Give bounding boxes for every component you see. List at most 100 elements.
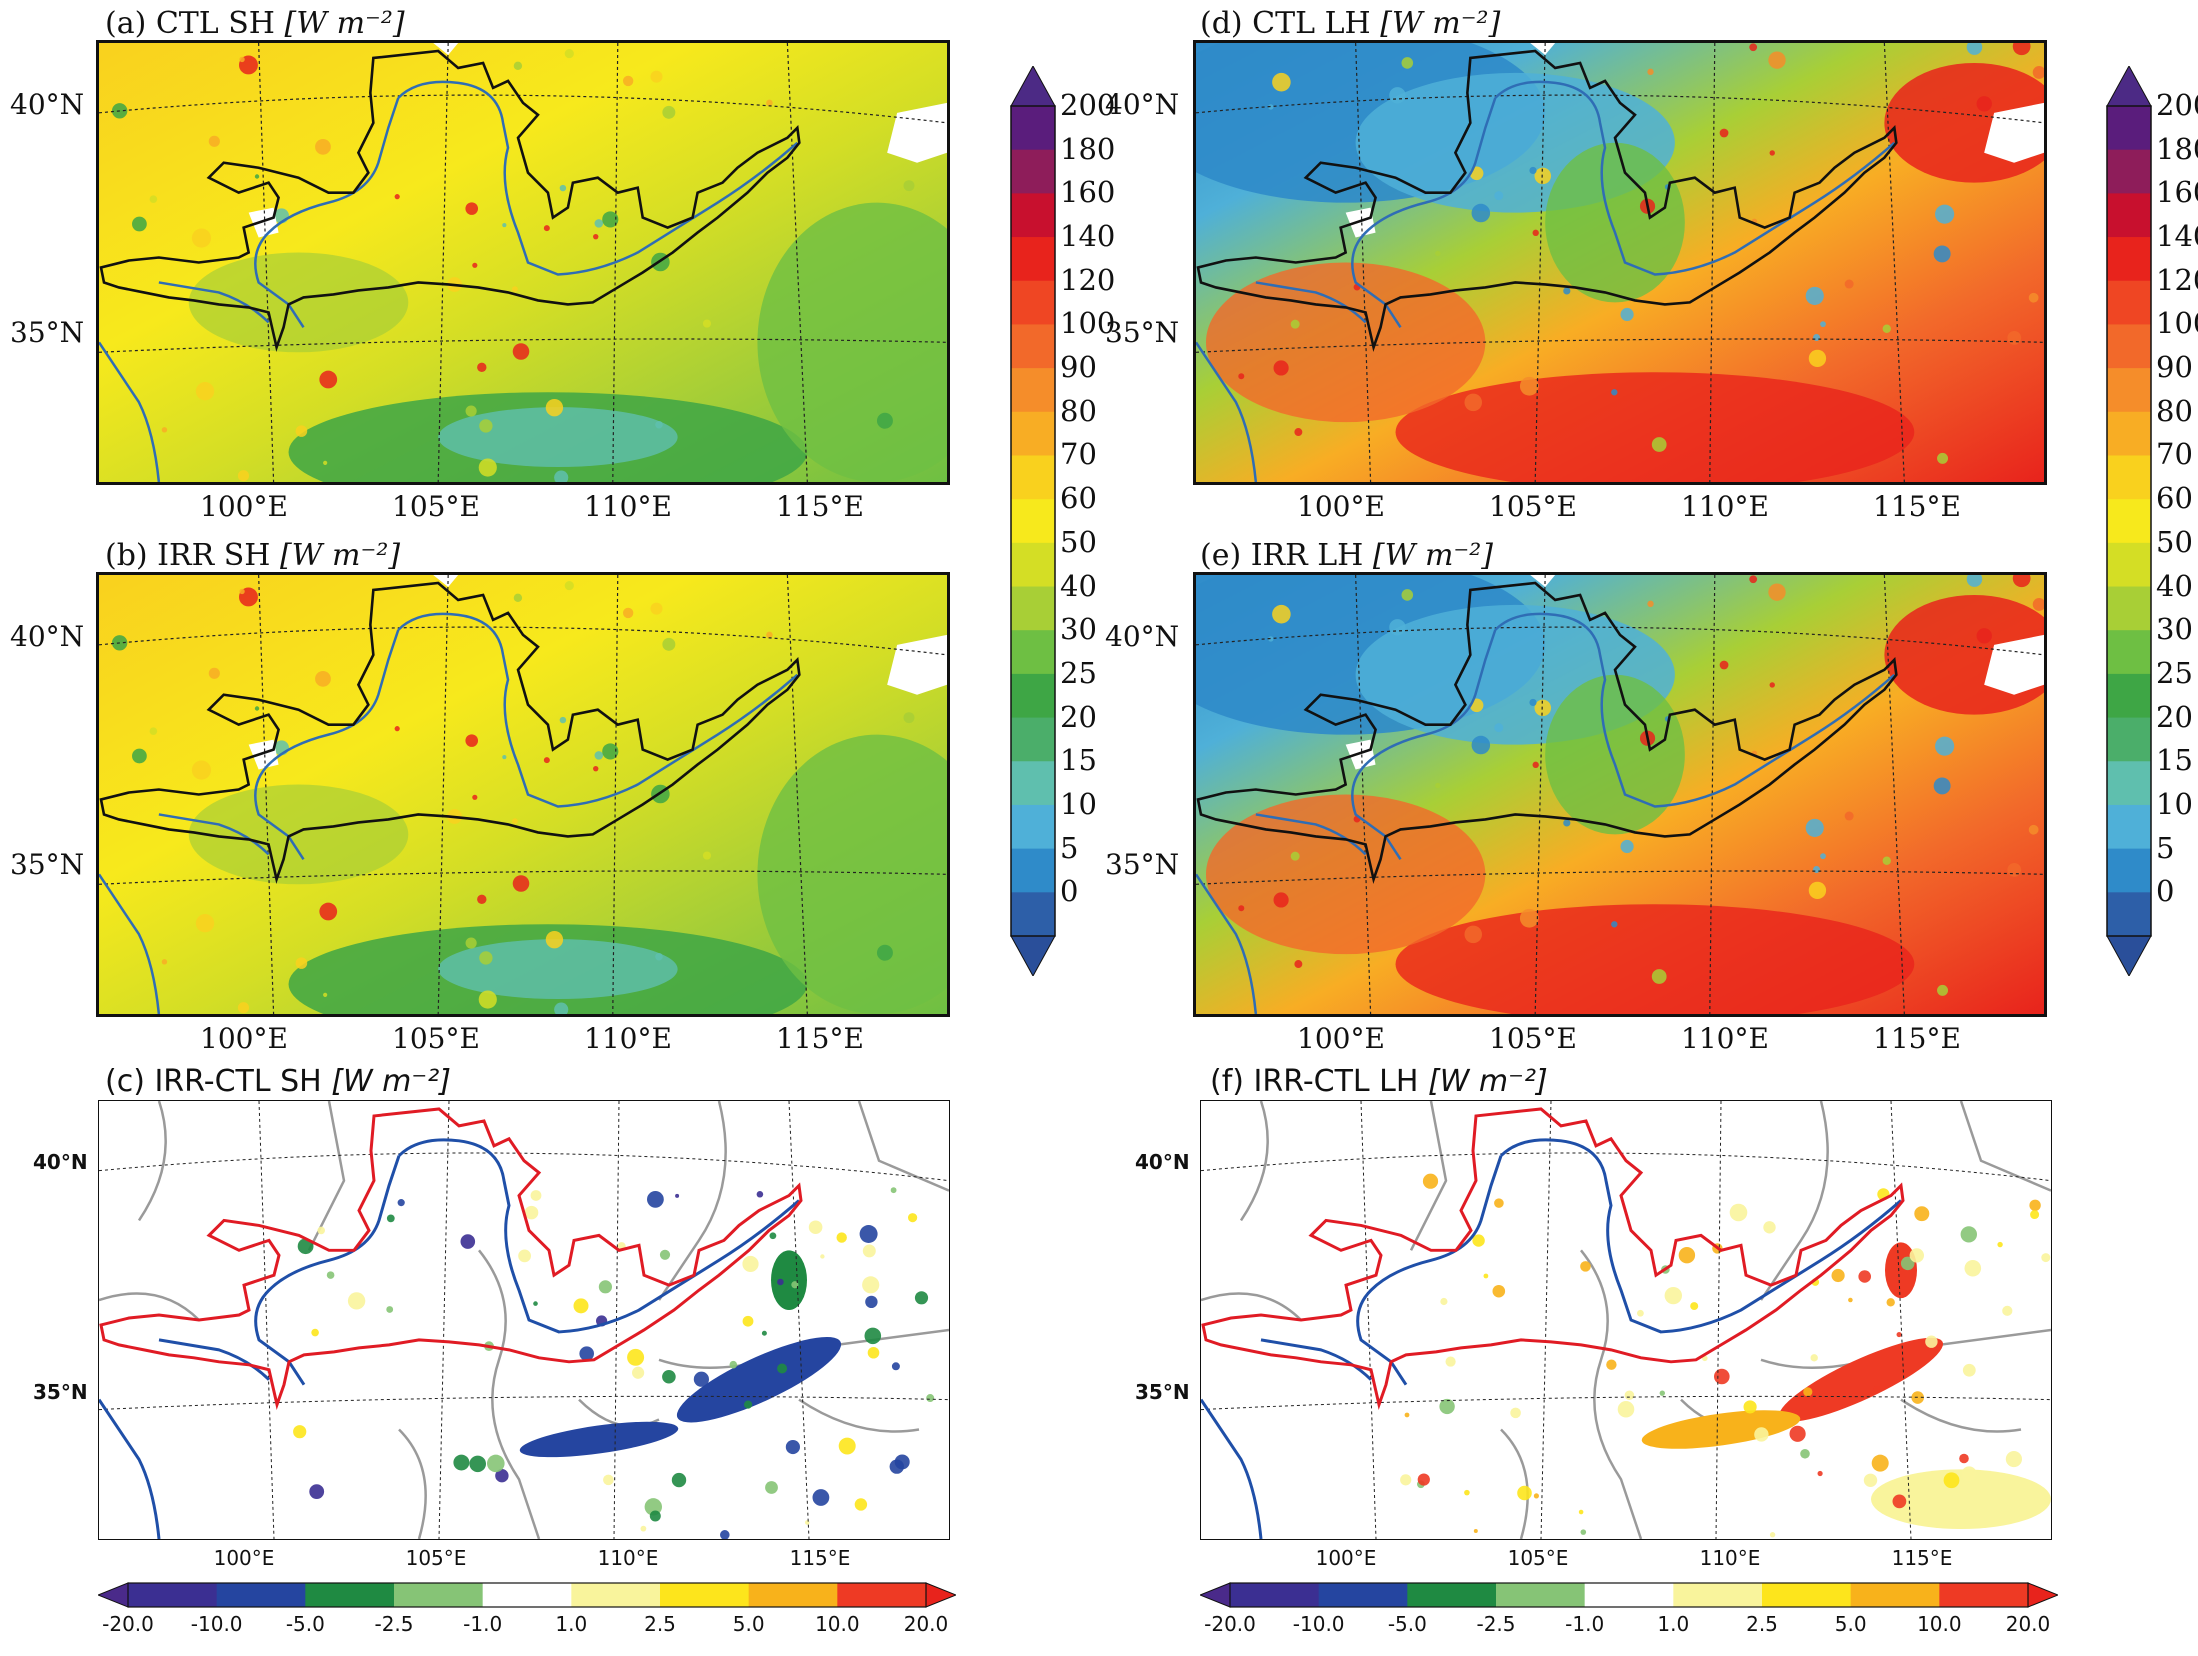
colorbar-swatch [1011,848,1055,893]
colorbar-tick-label: 0 [2156,874,2175,909]
colorbar-swatch [1011,542,1055,588]
lat-label-35n: 35°N [10,848,85,881]
colorbar-swatch [1011,149,1055,194]
colorbar-tick-label: 15 [2156,743,2193,778]
panel-b-title: (b) IRR SH [W m⁻²] [105,538,401,573]
colorbar-swatch [2107,237,2151,282]
colorbar-swatch [2107,499,2151,544]
colorbar-tick-label: 2.5 [1746,1612,1778,1636]
colorbar-tick-label: 80 [2156,393,2193,428]
colorbar-tick-label: 50 [1060,524,1097,559]
lon-label-100e: 100°E [1297,490,1385,523]
lon-label-100e: 100°E [1315,1546,1377,1570]
colorbar-tick-label: 200 [2156,88,2198,122]
lon-label-100e: 100°E [200,1022,288,1055]
panel-f-title: (f) IRR-CTL LH [W m⁻²] [1210,1064,1548,1099]
panel-e-title: (e) IRR LH [W m⁻²] [1200,538,1493,573]
lon-label-110e: 110°E [1681,1022,1769,1055]
colorbar-tick-label: 120 [2156,262,2198,297]
lat-label-40n: 40°N [10,620,85,653]
colorbar-swatch [837,1583,927,1607]
panel-d-title: (d) CTL LH [W m⁻²] [1200,6,1501,41]
colorbar-swatch [1230,1583,1320,1607]
lat-label-40n: 40°N [33,1150,88,1174]
colorbar-swatch [1011,499,1055,544]
lat-label-40n: 40°N [1105,620,1180,653]
colorbar-svg [1010,66,1056,976]
map-svg [1201,1101,2051,1539]
colorbar-tick-label: 30 [1060,612,1097,647]
colorbar-tick-label: -10.0 [190,1612,243,1636]
colorbar-swatch [571,1583,661,1607]
colorbar-tick-label: 180 [2156,131,2198,166]
map-svg [1196,43,2044,482]
colorbar-swatch [1011,106,1055,151]
colorbar-dlh: -20.0 -10.0 -5.0 -2.5 -1.0 1.0 2.5 5.0 10.0 20.0 [1200,1582,2058,1652]
colorbar-tick-label: -2.5 [1476,1612,1516,1636]
lon-label-105e: 105°E [405,1546,467,1570]
colorbar-swatch [1011,237,1055,282]
colorbar-tick-label: 100 [1060,306,1116,341]
lon-label-100e: 100°E [213,1546,275,1570]
panel-f-map [1200,1100,2052,1540]
colorbar-swatch [1850,1583,1940,1607]
colorbar-swatch [1011,804,1055,850]
colorbar-tick-label: 90 [2156,350,2193,385]
colorbar-tick-label: 5 [2156,830,2175,865]
map-svg [99,575,947,1014]
colorbar-swatch [2107,193,2151,238]
lon-label-115e: 115°E [776,490,864,523]
lat-label-40n: 40°N [1135,1150,1190,1174]
colorbar-tick-label: 180 [1060,131,1116,166]
colorbar-swatch [2107,892,2151,937]
colorbar-tick-label: 40 [1060,568,1097,603]
lon-label-105e: 105°E [1507,1546,1569,1570]
lat-label-35n: 35°N [1135,1380,1190,1404]
colorbar-swatch [2107,280,2151,325]
colorbar-tick-label: 40 [2156,568,2193,603]
colorbar-tick-label: 70 [2156,437,2193,472]
panel-c-title: (c) IRR-CTL SH [W m⁻²] [105,1064,451,1099]
colorbar-tick-label: -20.0 [102,1612,154,1636]
lon-label-105e: 105°E [392,1022,480,1055]
lon-label-105e: 105°E [1489,490,1577,523]
lon-label-115e: 115°E [776,1022,864,1055]
lon-label-115e: 115°E [1891,1546,1953,1570]
lon-label-110e: 110°E [584,490,672,523]
colorbar-tick-label: 20.0 [903,1612,949,1636]
colorbar-swatch [2107,542,2151,588]
colorbar-sh: 200 180 160 140 120 100 90 80 70 60 50 40 30 25 20 15 10… [1010,66,1130,976]
colorbar-swatch [2107,630,2151,675]
lon-label-105e: 105°E [1489,1022,1577,1055]
colorbar-swatch [1011,630,1055,675]
colorbar-swatch [1496,1583,1586,1607]
colorbar-tick-label: 15 [1060,743,1097,778]
map-svg [99,43,947,482]
lon-label-110e: 110°E [597,1546,659,1570]
colorbar-tick-label: 200 [1060,88,1116,122]
colorbar-tick-label: 30 [2156,612,2193,647]
colorbar-swatch [1011,586,1055,631]
colorbar-tick-label: -2.5 [374,1612,414,1636]
colorbar-tick-label: 70 [1060,437,1097,472]
colorbar-swatch [2107,761,2151,806]
colorbar-swatch [1762,1583,1852,1607]
colorbar-swatch [2107,368,2151,413]
lon-label-110e: 110°E [1681,490,1769,523]
colorbar-swatch [1011,892,1055,937]
colorbar-swatch [1011,368,1055,413]
colorbar-swatch [1407,1583,1497,1607]
lon-label-110e: 110°E [1699,1546,1761,1570]
colorbar-swatch [2107,673,2151,719]
colorbar-tick-label: 50 [2156,524,2193,559]
colorbar-tick-label: -1.0 [1565,1612,1605,1636]
colorbar-tick-label: -10.0 [1292,1612,1345,1636]
colorbar-swatch [1011,193,1055,238]
colorbar-swatch [2107,804,2151,850]
colorbar-tick-label: 25 [1060,655,1097,690]
colorbar-swatch [216,1583,306,1607]
colorbar-swatch [1011,324,1055,369]
colorbar-tick-label: 80 [1060,393,1097,428]
lat-label-35n: 35°N [33,1380,88,1404]
map-svg [99,1101,949,1539]
